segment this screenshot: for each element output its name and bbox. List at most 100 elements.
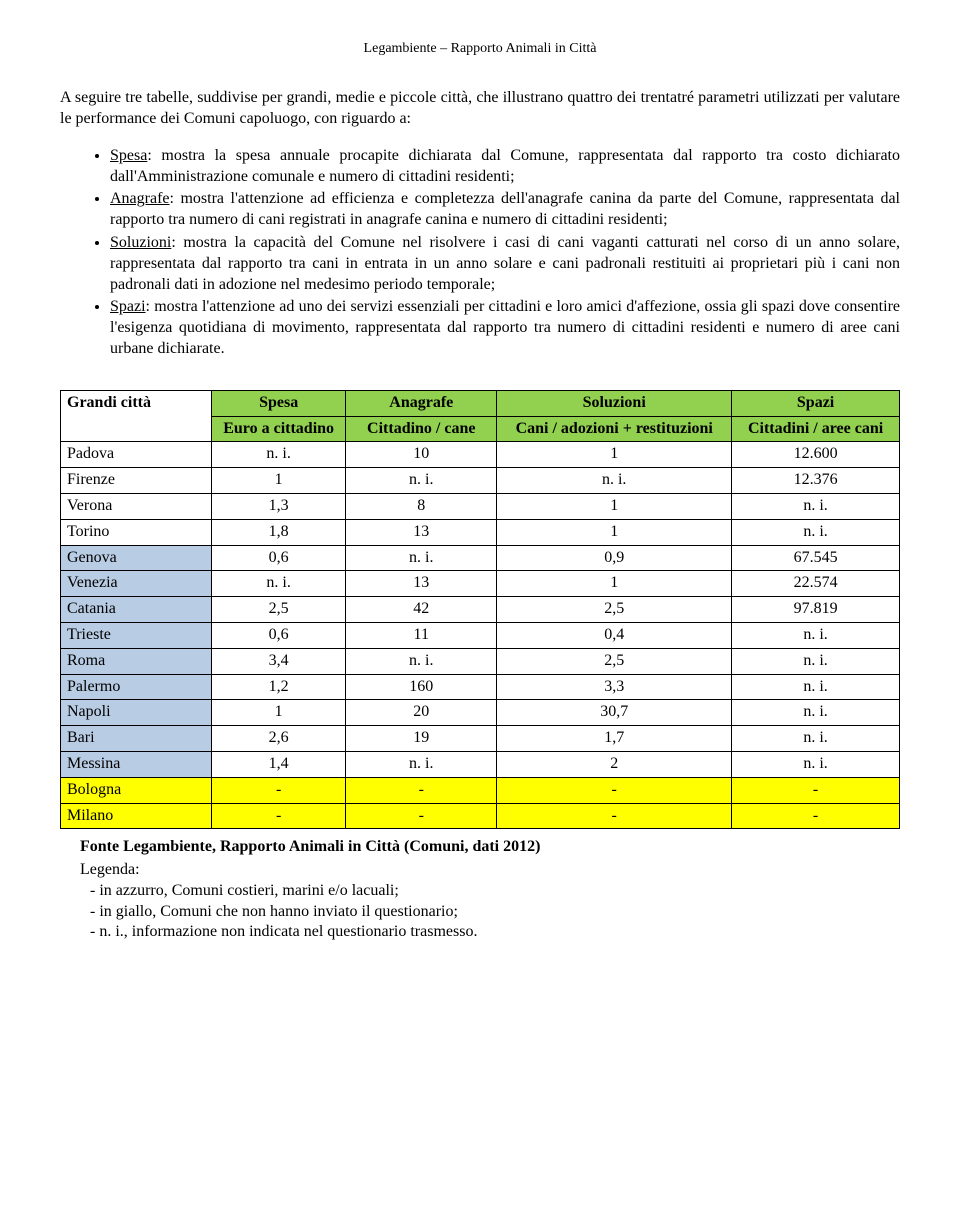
city-cell: Bologna xyxy=(61,777,212,803)
value-cell: 3,3 xyxy=(497,674,732,700)
col-subheader: Cittadino / cane xyxy=(346,416,497,442)
value-cell: 1 xyxy=(212,700,346,726)
bullet-term: Spesa xyxy=(110,147,147,164)
col-subheader: Cittadini / aree cani xyxy=(732,416,900,442)
table-row: Bologna---- xyxy=(61,777,900,803)
value-cell: 1,2 xyxy=(212,674,346,700)
value-cell: n. i. xyxy=(732,493,900,519)
bullet-text: : mostra la capacità del Comune nel riso… xyxy=(110,234,900,293)
col-header: Soluzioni xyxy=(497,390,732,416)
bullet-item: Spesa: mostra la spesa annuale procapite… xyxy=(110,146,900,188)
city-cell: Catania xyxy=(61,597,212,623)
value-cell: 1,3 xyxy=(212,493,346,519)
bullet-text: : mostra l'attenzione ad uno dei servizi… xyxy=(110,298,900,357)
legenda-item: in azzurro, Comuni costieri, marini e/o … xyxy=(90,881,900,902)
value-cell: 2,5 xyxy=(212,597,346,623)
value-cell: 2,5 xyxy=(497,648,732,674)
intro-paragraph: A seguire tre tabelle, suddivise per gra… xyxy=(60,88,900,130)
value-cell: 2,5 xyxy=(497,597,732,623)
value-cell: 160 xyxy=(346,674,497,700)
value-cell: 3,4 xyxy=(212,648,346,674)
value-cell: 1 xyxy=(497,493,732,519)
value-cell: 97.819 xyxy=(732,597,900,623)
value-cell: n. i. xyxy=(346,751,497,777)
value-cell: 0,6 xyxy=(212,622,346,648)
value-cell: 1 xyxy=(497,571,732,597)
table-row: Genova0,6n. i.0,967.545 xyxy=(61,545,900,571)
table-row: Venezian. i.13122.574 xyxy=(61,571,900,597)
col-subheader: Cani / adozioni + restituzioni xyxy=(497,416,732,442)
value-cell: n. i. xyxy=(212,442,346,468)
value-cell: 1 xyxy=(497,519,732,545)
value-cell: 42 xyxy=(346,597,497,623)
data-table: Grandi cittàSpesaAnagrafeSoluzioniSpaziE… xyxy=(60,390,900,830)
bullet-text: : mostra l'attenzione ad efficienza e co… xyxy=(110,190,900,228)
legenda-label: Legenda: xyxy=(60,860,900,881)
city-cell: Milano xyxy=(61,803,212,829)
value-cell: n. i. xyxy=(732,700,900,726)
table-row: Roma3,4n. i.2,5n. i. xyxy=(61,648,900,674)
table-row: Bari2,6191,7n. i. xyxy=(61,726,900,752)
value-cell: n. i. xyxy=(346,468,497,494)
col-header: Spazi xyxy=(732,390,900,416)
col-header: Anagrafe xyxy=(346,390,497,416)
value-cell: - xyxy=(732,803,900,829)
value-cell: 1 xyxy=(497,442,732,468)
value-cell: n. i. xyxy=(497,468,732,494)
value-cell: - xyxy=(497,777,732,803)
city-cell: Palermo xyxy=(61,674,212,700)
value-cell: n. i. xyxy=(732,726,900,752)
value-cell: 13 xyxy=(346,519,497,545)
value-cell: - xyxy=(497,803,732,829)
value-cell: n. i. xyxy=(732,674,900,700)
value-cell: - xyxy=(732,777,900,803)
table-row: Firenze1n. i.n. i.12.376 xyxy=(61,468,900,494)
legenda-item: in giallo, Comuni che non hanno inviato … xyxy=(90,902,900,923)
value-cell: n. i. xyxy=(212,571,346,597)
city-cell: Genova xyxy=(61,545,212,571)
value-cell: n. i. xyxy=(346,648,497,674)
value-cell: - xyxy=(346,777,497,803)
bullet-term: Soluzioni xyxy=(110,234,171,251)
bullet-text: : mostra la spesa annuale procapite dich… xyxy=(110,147,900,185)
value-cell: 1,8 xyxy=(212,519,346,545)
bullet-item: Spazi: mostra l'attenzione ad uno dei se… xyxy=(110,297,900,359)
bullet-list: Spesa: mostra la spesa annuale procapite… xyxy=(60,146,900,360)
table-row: Verona1,381n. i. xyxy=(61,493,900,519)
value-cell: 19 xyxy=(346,726,497,752)
value-cell: 11 xyxy=(346,622,497,648)
legenda-item: n. i., informazione non indicata nel que… xyxy=(90,922,900,943)
value-cell: 1,4 xyxy=(212,751,346,777)
city-cell: Padova xyxy=(61,442,212,468)
value-cell: 12.600 xyxy=(732,442,900,468)
value-cell: 0,4 xyxy=(497,622,732,648)
value-cell: 22.574 xyxy=(732,571,900,597)
value-cell: n. i. xyxy=(732,648,900,674)
value-cell: 0,6 xyxy=(212,545,346,571)
bullet-term: Spazi xyxy=(110,298,146,315)
value-cell: 8 xyxy=(346,493,497,519)
value-cell: 1,7 xyxy=(497,726,732,752)
value-cell: 10 xyxy=(346,442,497,468)
city-cell: Napoli xyxy=(61,700,212,726)
city-cell: Roma xyxy=(61,648,212,674)
table-row: Napoli12030,7n. i. xyxy=(61,700,900,726)
page-header: Legambiente – Rapporto Animali in Città xyxy=(60,40,900,58)
value-cell: 20 xyxy=(346,700,497,726)
source-line: Fonte Legambiente, Rapporto Animali in C… xyxy=(60,837,900,858)
col-subheader: Euro a cittadino xyxy=(212,416,346,442)
table-row: Trieste0,6110,4n. i. xyxy=(61,622,900,648)
bullet-item: Soluzioni: mostra la capacità del Comune… xyxy=(110,233,900,295)
table-row: Padovan. i.10112.600 xyxy=(61,442,900,468)
value-cell: 2,6 xyxy=(212,726,346,752)
city-cell: Messina xyxy=(61,751,212,777)
city-cell: Venezia xyxy=(61,571,212,597)
city-cell: Firenze xyxy=(61,468,212,494)
bullet-item: Anagrafe: mostra l'attenzione ad efficie… xyxy=(110,189,900,231)
col-header-city: Grandi città xyxy=(61,390,212,442)
value-cell: - xyxy=(212,777,346,803)
table-row: Milano---- xyxy=(61,803,900,829)
city-cell: Torino xyxy=(61,519,212,545)
value-cell: 2 xyxy=(497,751,732,777)
value-cell: n. i. xyxy=(346,545,497,571)
